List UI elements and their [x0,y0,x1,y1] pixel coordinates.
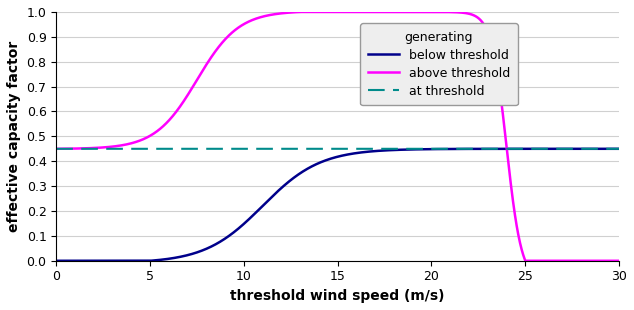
at threshold [53,147,60,151]
above threshold [616,259,623,263]
above threshold [297,10,304,14]
above threshold [599,259,607,263]
at threshold [616,147,623,151]
at threshold [599,147,607,151]
at threshold [496,147,503,151]
below threshold [326,157,333,161]
below threshold [53,259,60,263]
below threshold [616,147,623,151]
below threshold [598,147,606,151]
at threshold [598,147,606,151]
at threshold [311,147,319,151]
above threshold [311,10,319,14]
above threshold [327,10,334,14]
at threshold [81,147,89,151]
above threshold [81,146,89,150]
at threshold [326,147,333,151]
below threshold [496,147,503,151]
below threshold [599,147,607,151]
above threshold [53,147,60,151]
Y-axis label: effective capacity factor: effective capacity factor [7,41,21,232]
above threshold [496,87,503,91]
above threshold [522,259,529,263]
below threshold [81,259,89,263]
Line: below threshold: below threshold [56,149,619,261]
Legend: below threshold, above threshold, at threshold: below threshold, above threshold, at thr… [360,23,518,105]
X-axis label: threshold wind speed (m/s): threshold wind speed (m/s) [230,289,445,303]
below threshold [311,163,319,167]
above threshold [600,259,607,263]
Line: above threshold: above threshold [56,12,619,261]
